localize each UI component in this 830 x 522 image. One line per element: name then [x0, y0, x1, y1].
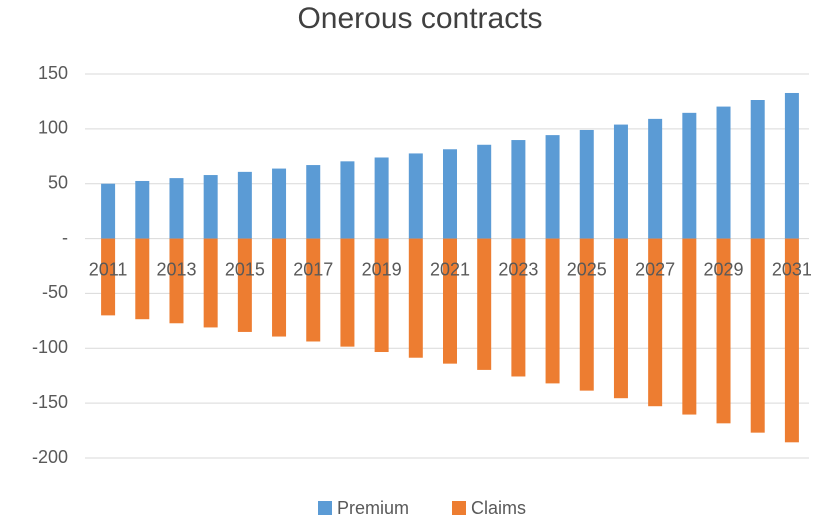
- bar: [784, 238, 799, 443]
- bar: [340, 238, 355, 347]
- bar: [408, 153, 423, 239]
- chart-title: Onerous contracts: [297, 2, 542, 35]
- x-tick-label: 2021: [430, 259, 470, 279]
- bar: [374, 238, 389, 353]
- bar: [101, 183, 116, 239]
- x-tick-label: 2029: [704, 259, 744, 279]
- bar: [272, 238, 287, 337]
- bar: [101, 238, 116, 316]
- bar: [237, 171, 252, 239]
- y-tick-label: 150: [38, 63, 68, 83]
- bar: [613, 238, 628, 399]
- bar: [272, 168, 287, 239]
- bar: [135, 238, 150, 320]
- bar: [784, 92, 799, 239]
- bar: [716, 106, 731, 239]
- legend-swatch: [452, 501, 466, 515]
- y-tick-label: -: [62, 227, 68, 247]
- bar: [511, 140, 526, 239]
- bar: [716, 238, 731, 424]
- bar: [306, 165, 321, 239]
- y-tick-label: -200: [32, 447, 68, 467]
- bar: [579, 129, 594, 239]
- bar: [306, 238, 321, 342]
- x-tick-label: 2019: [362, 259, 402, 279]
- bar: [648, 118, 663, 239]
- legend-label: Claims: [471, 498, 526, 518]
- bar: [374, 157, 389, 239]
- bar: [169, 238, 184, 324]
- bar: [545, 135, 560, 239]
- bar: [443, 238, 457, 364]
- x-tick-label: 2031: [772, 259, 812, 279]
- bar: [648, 238, 663, 407]
- bar: [682, 238, 697, 415]
- bar: [579, 238, 594, 391]
- y-tick-label: -150: [32, 392, 68, 412]
- bar: [340, 161, 355, 239]
- bar: [613, 124, 628, 239]
- bar: [682, 112, 697, 239]
- y-tick-label: 50: [48, 172, 68, 192]
- x-tick-label: 2015: [225, 259, 265, 279]
- bar: [169, 178, 184, 239]
- bar: [443, 149, 457, 239]
- y-tick-label: -100: [32, 337, 68, 357]
- bar: [237, 238, 252, 332]
- x-tick-label: 2025: [567, 259, 607, 279]
- bar: [135, 180, 150, 239]
- y-tick-label: -50: [42, 282, 68, 302]
- y-tick-label: 100: [38, 118, 68, 138]
- bar: [477, 144, 492, 239]
- x-tick-label: 2013: [156, 259, 196, 279]
- bar: [203, 175, 218, 239]
- bar: [750, 238, 765, 433]
- bar: [511, 238, 526, 377]
- legend-swatch: [318, 501, 332, 515]
- x-tick-label: 2011: [89, 259, 128, 279]
- x-tick-label: 2027: [635, 259, 675, 279]
- bar: [408, 238, 423, 358]
- bar: [750, 100, 765, 239]
- x-tick-label: 2023: [498, 259, 538, 279]
- bar: [545, 238, 560, 384]
- x-tick-label: 2017: [293, 259, 333, 279]
- bar: [203, 238, 218, 328]
- bar: [477, 238, 492, 370]
- legend-label: Premium: [337, 498, 409, 518]
